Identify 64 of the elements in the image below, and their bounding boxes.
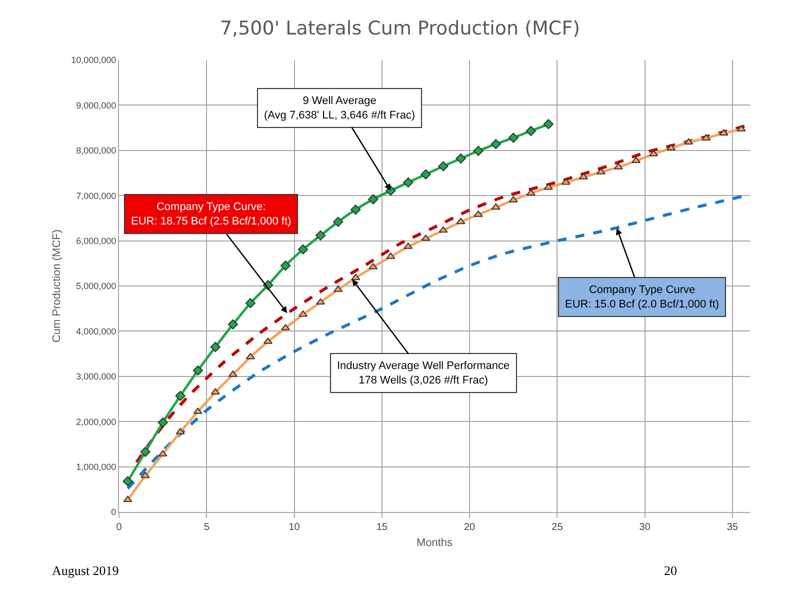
point bbox=[298, 244, 308, 254]
point bbox=[122, 476, 133, 486]
point bbox=[508, 132, 518, 143]
y-tick-label: 6,000,000 bbox=[76, 236, 116, 246]
text: August 2019 bbox=[52, 563, 119, 578]
point bbox=[456, 153, 466, 164]
y-tick-label: 8,000,000 bbox=[76, 146, 116, 156]
point bbox=[280, 260, 291, 271]
x-tick-label: 30 bbox=[639, 522, 651, 533]
text: 20 bbox=[664, 563, 677, 578]
y-tick-label: 9,000,000 bbox=[76, 100, 116, 110]
annotation: Company Type Curve: EUR: 18.75 Bcf (2.5 Bcf/1,000 ft) bbox=[131, 201, 292, 228]
y-tick-label: 5,000,000 bbox=[76, 281, 116, 292]
point bbox=[175, 390, 186, 401]
y-tick-label: 1,000,000 bbox=[76, 462, 116, 472]
y-tick-label: 4,000,000 bbox=[76, 326, 116, 336]
point bbox=[526, 126, 536, 136]
point bbox=[140, 446, 150, 457]
annotation: Industry Average Well Performance 178 Wells (3,026 #/ft Frac) bbox=[337, 360, 510, 386]
x-tick-label: 15 bbox=[376, 522, 388, 533]
x-tick-label: 10 bbox=[288, 522, 300, 533]
point bbox=[298, 310, 308, 317]
point bbox=[526, 189, 536, 196]
x-tick-label: 35 bbox=[726, 522, 738, 533]
point bbox=[438, 226, 448, 233]
point bbox=[246, 352, 255, 360]
point bbox=[473, 146, 484, 156]
point bbox=[192, 365, 203, 376]
annotation: 9 Well Average (Avg 7,638' LL, 3,646 #/ft Frac) bbox=[264, 95, 416, 122]
point bbox=[158, 417, 168, 428]
point bbox=[420, 169, 431, 180]
point bbox=[368, 194, 378, 204]
y-tick-label: 0 bbox=[111, 507, 116, 518]
y-axis-title: Cum Production (MCF) bbox=[50, 229, 63, 343]
point bbox=[140, 472, 150, 478]
point bbox=[316, 298, 326, 305]
point bbox=[123, 496, 132, 502]
point bbox=[316, 230, 326, 240]
annotation: Company Type Curve EUR: 15.0 Bcf (2.0 Bcf/1,000 ft) bbox=[565, 284, 720, 310]
point bbox=[632, 156, 641, 164]
point bbox=[544, 183, 553, 190]
point bbox=[684, 138, 694, 145]
point bbox=[403, 177, 414, 188]
point bbox=[350, 204, 361, 215]
x-axis-title: Months bbox=[416, 537, 454, 550]
y-tick-label: 2,000,000 bbox=[76, 416, 116, 427]
y-tick-label: 3,000,000 bbox=[76, 372, 116, 382]
x-tick-label: 25 bbox=[552, 522, 564, 533]
point bbox=[543, 119, 554, 130]
chart-title: 7,500' Laterals Cum Production (MCF) bbox=[220, 17, 580, 40]
point bbox=[245, 298, 256, 308]
point bbox=[210, 342, 220, 352]
point bbox=[491, 203, 500, 210]
point bbox=[490, 139, 501, 150]
point bbox=[438, 161, 448, 172]
point bbox=[351, 274, 360, 280]
point bbox=[561, 178, 570, 185]
y-tick-label: 7,000,000 bbox=[76, 190, 116, 201]
x-tick-label: 5 bbox=[204, 522, 210, 533]
point bbox=[228, 319, 238, 330]
point bbox=[456, 218, 466, 224]
point bbox=[333, 216, 344, 227]
y-tick-label: 10,000,000 bbox=[71, 55, 116, 66]
x-tick-label: 20 bbox=[464, 522, 476, 533]
